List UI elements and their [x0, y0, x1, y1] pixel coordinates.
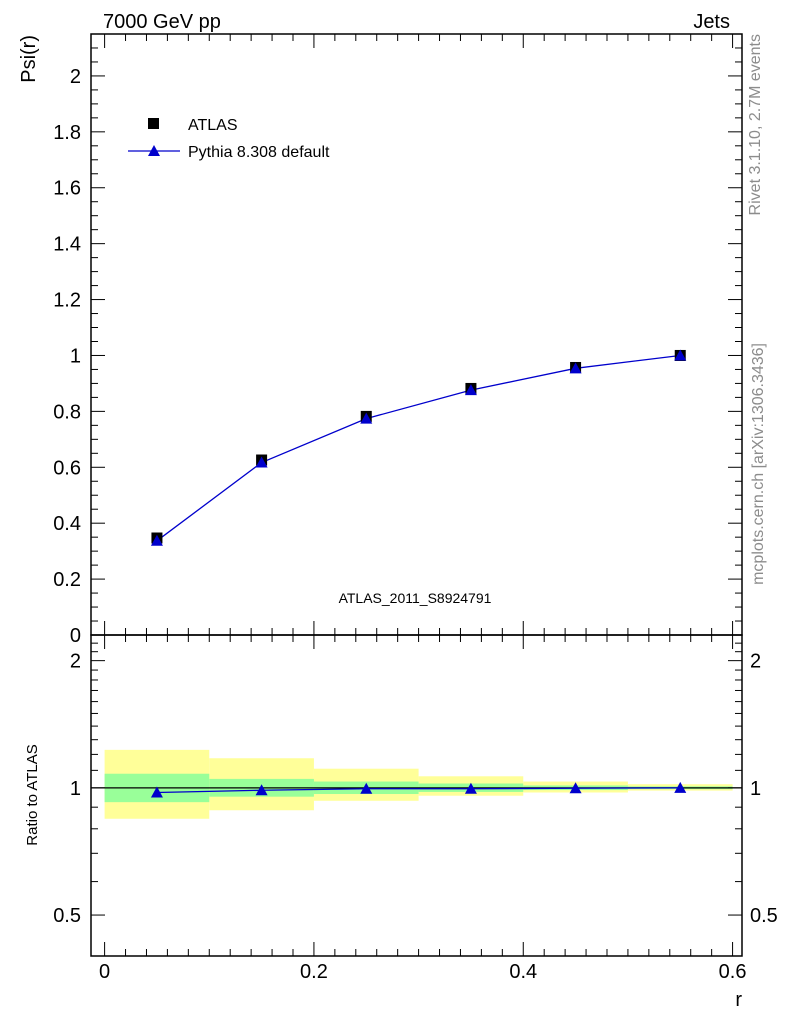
ratio-y-tick-label: 1 [70, 778, 81, 800]
mc-point [360, 412, 373, 424]
ratio-y-tick-label-right: 2 [750, 651, 761, 673]
main-y-tick-label: 0.4 [53, 513, 81, 535]
main-y-tick-label: 1.4 [53, 234, 81, 256]
main-ylabel: Psi(r) [18, 35, 40, 83]
main-y-tick-label: 0.8 [53, 401, 81, 423]
mc-point [464, 384, 477, 396]
main-y-tick-label: 1.6 [53, 178, 81, 200]
ratio-mc-line [156, 787, 681, 794]
ratio-mc-point [674, 781, 687, 793]
mc-point [569, 362, 582, 374]
ratio-ylabel: Ratio to ATLAS [24, 744, 41, 845]
legend-mc-marker [148, 145, 160, 156]
main-y-tick-label: 1.2 [53, 290, 81, 312]
main-y-tick-label: 0.2 [53, 569, 81, 591]
ratio-mc-point [255, 784, 268, 796]
mc-line [156, 354, 681, 542]
mc-point [255, 456, 268, 468]
legend-data-label: ATLAS [188, 117, 238, 134]
legend-data-marker [148, 118, 159, 129]
main-y-tick-label: 0 [70, 625, 81, 647]
main-y-tick-label: 1 [70, 345, 81, 367]
rivet-label: Rivet 3.1.10, 2.7M events [747, 34, 764, 215]
ratio-xlabel: r [735, 989, 742, 1011]
legend: ATLAS Pythia 8.308 default [128, 117, 330, 161]
uncertainty-bands [91, 749, 742, 819]
mcplots-label: mcplots.cern.ch [arXiv:1306.3436] [750, 343, 767, 585]
main-y-tick-label: 1.8 [53, 122, 81, 144]
ratio-plot-frame [90, 634, 743, 957]
ratio-mc-point [360, 782, 373, 794]
mc-point [150, 534, 163, 546]
ratio-mc-point [150, 786, 163, 798]
ratio-y-tick-label: 0.5 [53, 905, 81, 927]
axis-ticks [91, 33, 742, 957]
x-tick-label: 0.2 [300, 961, 328, 983]
data-marks [150, 349, 687, 798]
legend-mc-label: Pythia 8.308 default [188, 144, 330, 161]
header-left: 7000 GeV pp [103, 11, 221, 33]
header-right: Jets [693, 11, 730, 33]
main-y-tick-label: 0.6 [53, 457, 81, 479]
mc-point [674, 349, 687, 361]
x-tick-label: 0.4 [509, 961, 537, 983]
ratio-mc-point [569, 782, 582, 794]
x-tick-label: 0.6 [719, 961, 747, 983]
ratio-y-tick-label: 2 [70, 651, 81, 673]
ratio-y-tick-label-right: 0.5 [750, 905, 778, 927]
ratio-y-tick-label-right: 1 [750, 778, 761, 800]
ratio-mc-point [464, 782, 477, 794]
main-y-tick-label: 2 [70, 66, 81, 88]
tick-labels: 0 0.2 0.4 0.6 0 0.2 0.4 0.6 0.8 1 1.2 1.4 1.6 1.8 2 0.5… [53, 66, 778, 983]
analysis-watermark: ATLAS_2011_S8924791 [339, 590, 492, 606]
x-tick-label: 0 [99, 961, 110, 983]
